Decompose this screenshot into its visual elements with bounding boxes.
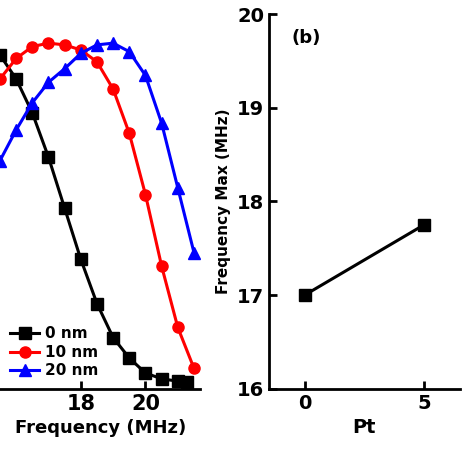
0 nm	[0, 52, 3, 58]
0 nm	[29, 110, 35, 116]
0 nm	[175, 378, 181, 384]
20 nm	[94, 42, 100, 48]
0 nm	[185, 379, 191, 385]
20 nm	[0, 158, 3, 164]
Line: 0 nm: 0 nm	[0, 36, 193, 387]
10 nm	[127, 130, 132, 136]
10 nm	[175, 325, 181, 330]
Line: 20 nm: 20 nm	[0, 37, 200, 258]
Y-axis label: Frequency Max (MHz): Frequency Max (MHz)	[216, 109, 231, 294]
10 nm	[29, 44, 35, 49]
0 nm	[110, 335, 116, 340]
10 nm	[0, 76, 3, 82]
0 nm	[46, 155, 51, 160]
10 nm	[94, 59, 100, 65]
0 nm	[94, 301, 100, 306]
Line: 10 nm: 10 nm	[0, 37, 200, 374]
0 nm	[62, 205, 67, 211]
20 nm	[78, 51, 83, 56]
10 nm	[110, 86, 116, 92]
0 nm	[78, 256, 83, 262]
10 nm	[78, 47, 83, 53]
20 nm	[13, 127, 19, 133]
10 nm	[191, 365, 197, 371]
Legend: 0 nm, 10 nm, 20 nm: 0 nm, 10 nm, 20 nm	[7, 323, 101, 382]
20 nm	[46, 80, 51, 85]
0 nm	[13, 76, 19, 82]
20 nm	[175, 185, 181, 191]
10 nm	[46, 40, 51, 46]
20 nm	[110, 40, 116, 46]
10 nm	[159, 263, 164, 269]
20 nm	[159, 120, 164, 126]
Text: (b): (b)	[292, 29, 321, 47]
10 nm	[143, 192, 148, 198]
X-axis label: Frequency (MHz): Frequency (MHz)	[15, 419, 186, 437]
0 nm	[127, 355, 132, 361]
10 nm	[62, 42, 67, 48]
20 nm	[191, 250, 197, 255]
20 nm	[29, 100, 35, 106]
0 nm	[143, 370, 148, 376]
20 nm	[127, 49, 132, 55]
20 nm	[62, 66, 67, 72]
10 nm	[13, 55, 19, 61]
X-axis label: Pt: Pt	[353, 418, 376, 437]
20 nm	[143, 73, 148, 78]
0 nm	[159, 376, 164, 382]
